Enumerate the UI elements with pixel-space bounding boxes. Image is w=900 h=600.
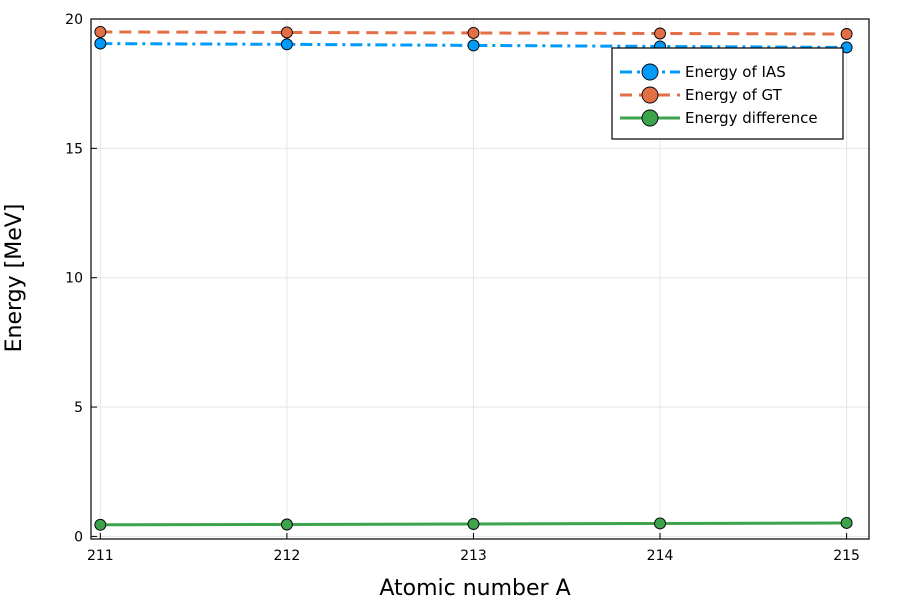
data-point: [94, 25, 107, 38]
legend-marker: [641, 109, 659, 127]
data-point: [654, 27, 666, 40]
data-point: [280, 26, 293, 39]
data-point: [94, 518, 107, 531]
x-tick-label: 211: [87, 548, 114, 564]
data-point: [654, 517, 666, 530]
y-tick-label: 5: [74, 400, 83, 416]
x-tick-label: 215: [833, 548, 860, 564]
plot-frame: [90, 18, 870, 540]
x-axis-title: Atomic number A: [379, 576, 570, 600]
legend-marker: [641, 86, 659, 104]
data-point: [840, 517, 853, 529]
y-tick-label: 0: [74, 529, 83, 545]
x-tick-label: 214: [647, 548, 674, 564]
y-axis-title: Energy [MeV]: [2, 204, 27, 353]
data-point: [280, 518, 293, 531]
legend-label: Energy of IAS: [685, 63, 786, 81]
legend: Energy of IAS Energy of GT Energy differen…: [611, 47, 844, 140]
x-tick-label: 212: [274, 548, 301, 564]
legend-marker: [641, 63, 659, 81]
data-point: [467, 39, 480, 52]
y-axis-ticks: 0 5 10 15 20: [65, 12, 97, 545]
data-point: [280, 38, 293, 51]
legend-label: Energy difference: [685, 109, 818, 127]
y-tick-label: 20: [65, 12, 83, 28]
y-tick-label: 15: [65, 141, 83, 157]
data-point: [467, 518, 480, 530]
data-point: [94, 37, 107, 50]
x-tick-label: 213: [460, 548, 487, 564]
data-point: [840, 28, 853, 40]
data-point: [467, 27, 480, 39]
y-tick-label: 10: [65, 271, 83, 287]
series-line: [100, 30, 847, 36]
x-axis-ticks: 211 212 213 214 215: [87, 533, 860, 564]
legend-label: Energy of GT: [685, 86, 783, 104]
